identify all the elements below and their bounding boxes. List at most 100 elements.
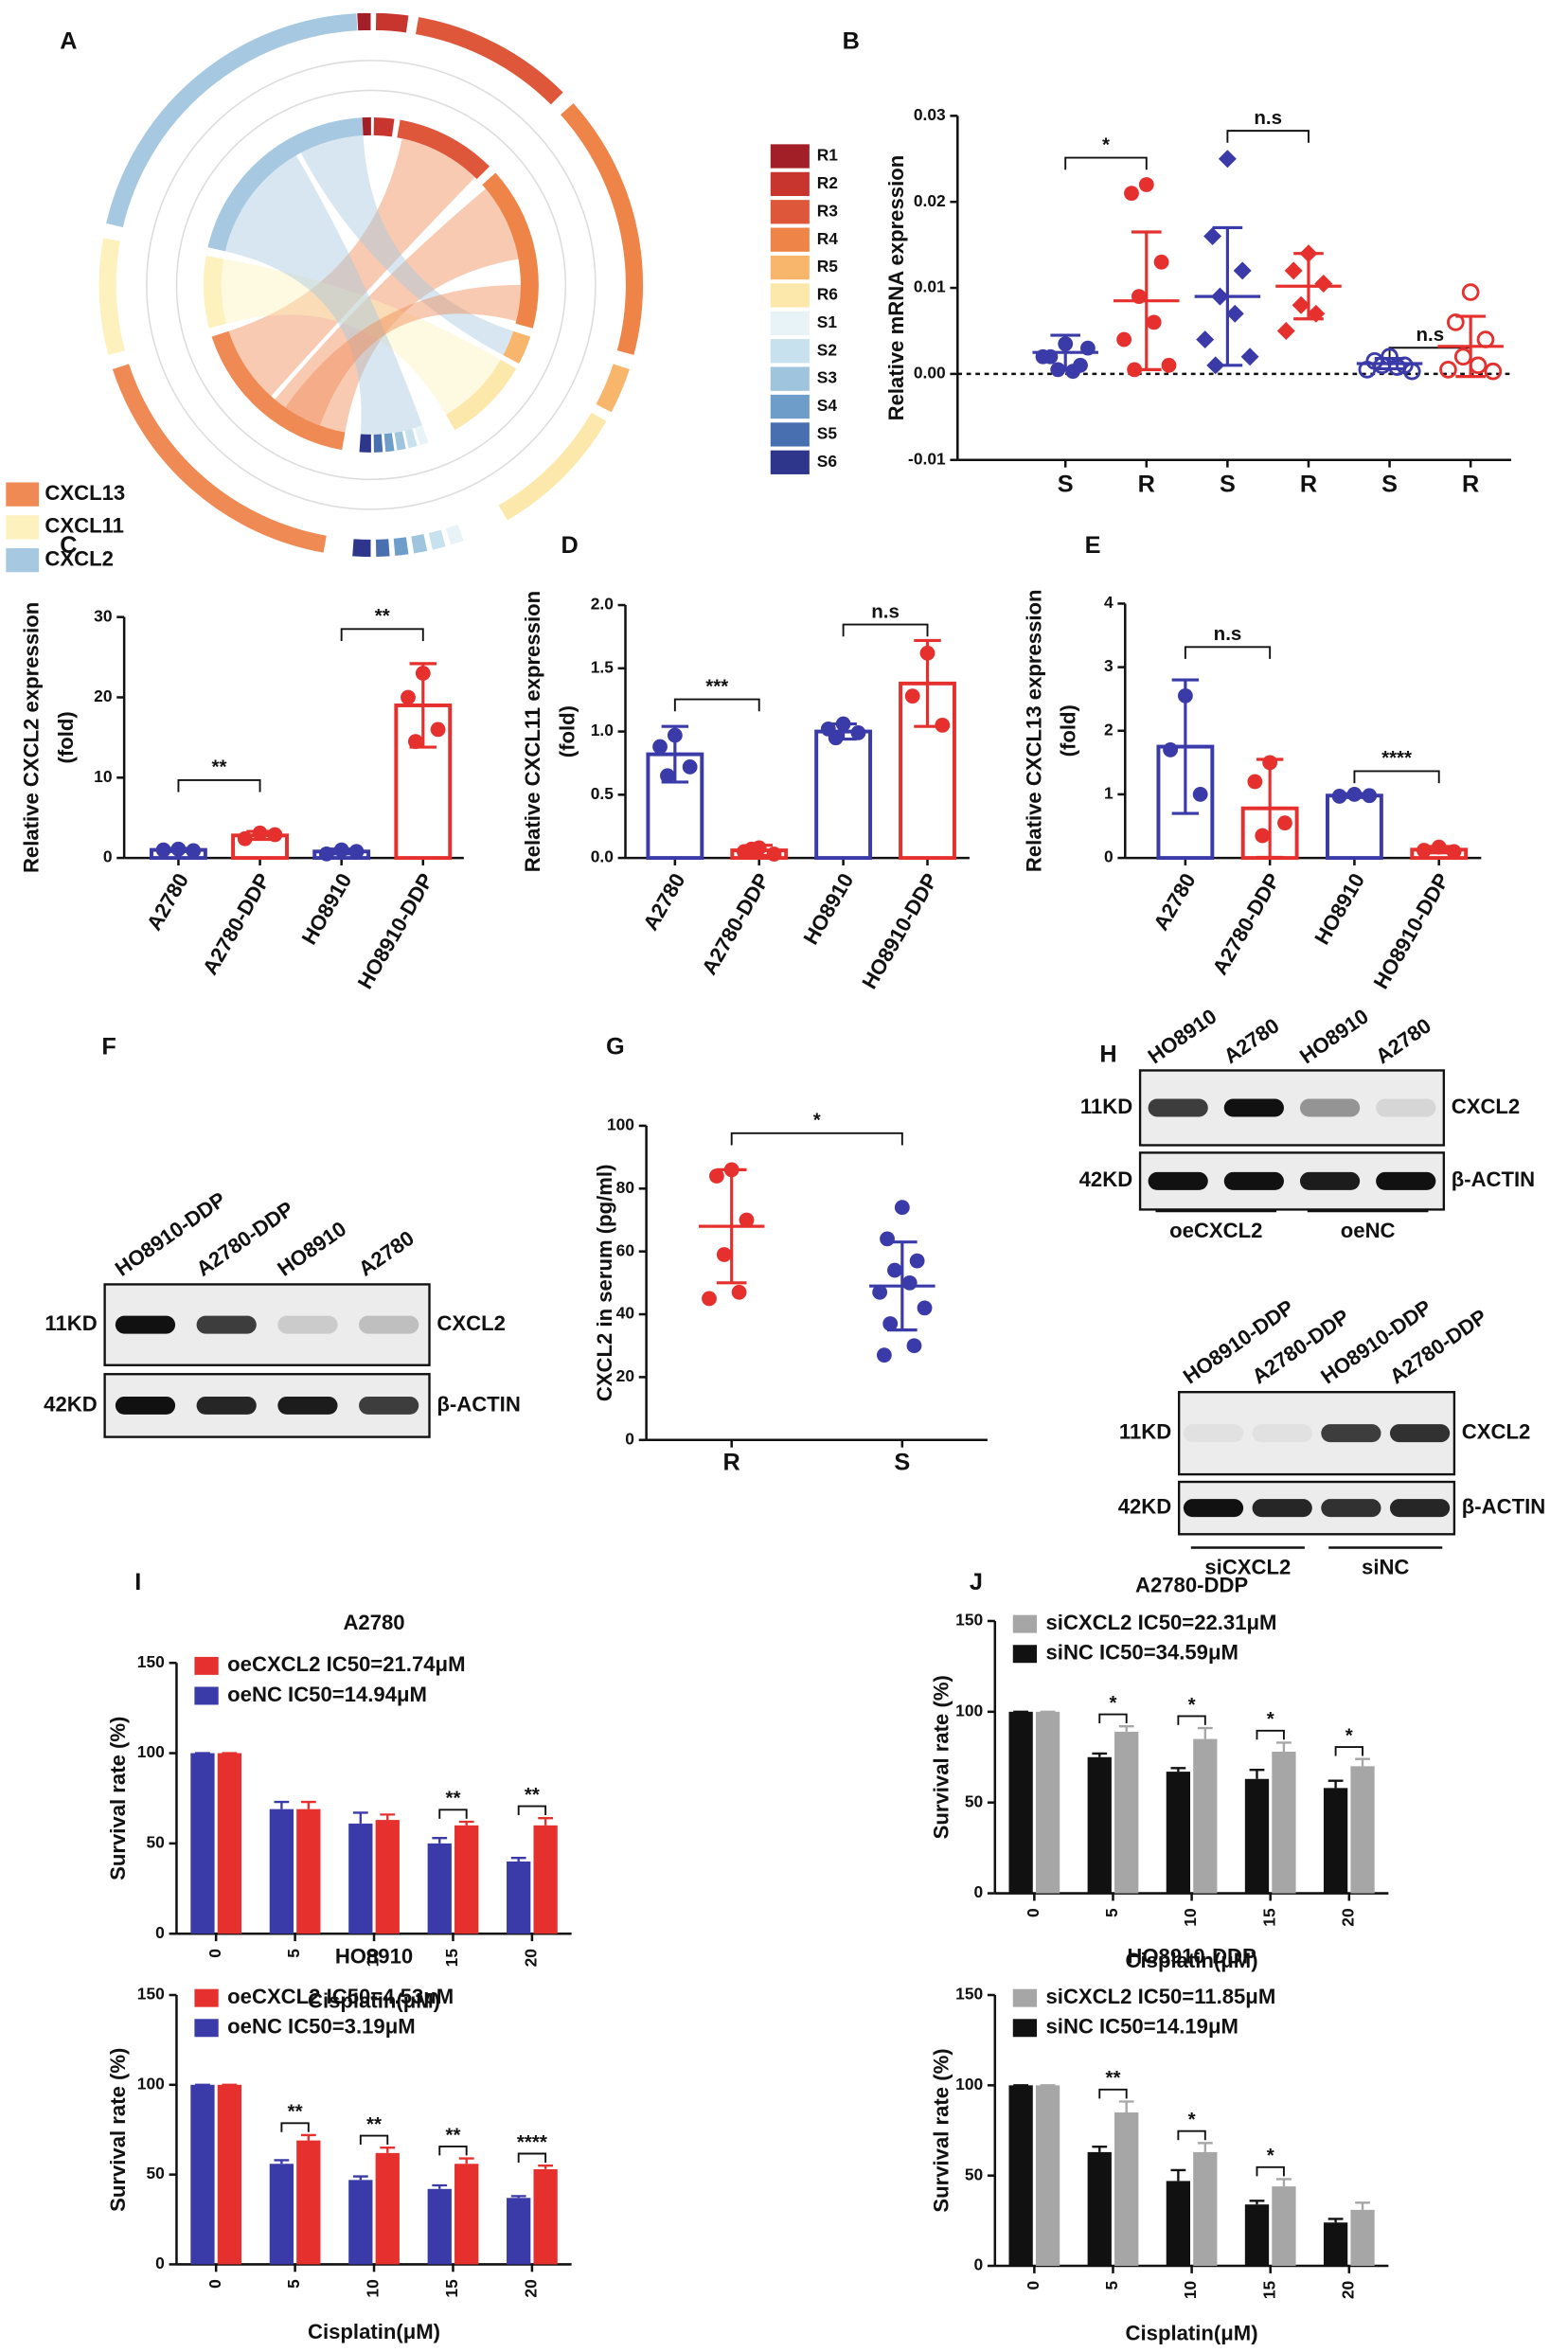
significance-bracket	[280, 2122, 310, 2132]
error-bar	[380, 2146, 396, 2153]
legend-swatch	[6, 547, 40, 573]
sample-arc-inner	[373, 434, 383, 453]
significance-label: ****	[517, 2131, 547, 2153]
legend-label: CXCL2	[45, 546, 113, 570]
error-bar	[538, 1816, 554, 1826]
x-tick-label: R	[723, 1450, 740, 1476]
legend-label: CXCL11	[45, 514, 124, 538]
error-bar	[300, 1800, 316, 1809]
bar	[1272, 1752, 1296, 1894]
bar	[217, 1753, 242, 1934]
panel-letter: B	[843, 28, 860, 55]
significance-label: **	[212, 757, 227, 778]
blot-band	[1223, 1171, 1284, 1190]
data-point	[1218, 150, 1237, 169]
data-point	[919, 645, 935, 661]
bar	[1323, 2222, 1348, 2267]
panel-letter: D	[561, 532, 579, 559]
bar	[427, 2188, 452, 2265]
error-bar	[1276, 1741, 1292, 1753]
x-tick-label: 20	[521, 2279, 540, 2297]
legend-label: siNC IC50=34.59μM	[1046, 1641, 1238, 1665]
x-tick-label: S	[1220, 471, 1236, 497]
significance-label: **	[445, 1788, 460, 1809]
y-tick-label: 0	[625, 1429, 634, 1448]
blot-band	[196, 1315, 257, 1334]
data-point	[708, 1168, 724, 1184]
y-tick-label: 50	[146, 2164, 164, 2183]
x-tick-label: A2780-DDP	[198, 869, 275, 979]
data-point	[1233, 261, 1252, 280]
x-tick-label: R	[1138, 471, 1155, 497]
blot-band	[1321, 1499, 1381, 1518]
error-bar	[510, 2195, 526, 2199]
bar	[454, 1825, 479, 1934]
bar	[1114, 1731, 1139, 1894]
y-tick-label: 100	[955, 2075, 983, 2094]
bar	[1035, 1711, 1060, 1894]
gene-arc-inner	[207, 117, 364, 252]
data-point	[739, 1212, 755, 1228]
data-point	[894, 1200, 910, 1216]
y-tick-label: 0.00	[914, 364, 946, 383]
significance-label: **	[375, 605, 390, 627]
legend-swatch	[770, 200, 810, 224]
significance-label: *	[1345, 1724, 1353, 1746]
sample-arc-inner	[383, 433, 395, 453]
blot-band	[1148, 1171, 1208, 1190]
gene-arc	[111, 363, 328, 554]
blot-band	[1389, 1424, 1451, 1443]
bar	[1350, 2209, 1375, 2267]
y-tick-label: 1.5	[591, 657, 614, 676]
chord-ribbon	[300, 135, 514, 356]
significance-bracket	[1177, 1715, 1206, 1725]
y-tick-label: 10	[94, 767, 112, 786]
significance-bracket	[730, 1131, 903, 1146]
sample-arc-inner	[445, 359, 517, 431]
bar	[1087, 1756, 1112, 1894]
protein-label: β-ACTIN	[1452, 1167, 1535, 1191]
y-tick-label: 0.5	[591, 784, 614, 803]
panel-letter: F	[101, 1033, 116, 1060]
y-tick-label: 100	[955, 1701, 983, 1719]
band-size: 42KD	[1118, 1495, 1172, 1519]
error-bar	[300, 2133, 316, 2141]
x-tick-label: 0	[1024, 1908, 1042, 1917]
significance-bracket	[1256, 1729, 1285, 1740]
y-axis-label: Relative CXCL2 expression	[20, 602, 44, 873]
error-bar	[458, 2157, 474, 2165]
blot-band	[1299, 1098, 1361, 1117]
y-tick-label: 0.03	[914, 105, 946, 124]
blot-band	[277, 1315, 338, 1334]
sample-arc	[427, 528, 447, 551]
data-point	[1161, 357, 1177, 373]
data-point	[1192, 787, 1208, 802]
chart-title: HO8910	[335, 1944, 413, 1968]
gene-arc-inner	[203, 256, 227, 329]
significance-label: **	[288, 2101, 303, 2123]
y-tick-label: 4	[1104, 593, 1114, 612]
legend-label: S1	[817, 312, 838, 331]
sample-arc-inner	[362, 116, 371, 136]
chart-title: A2780	[343, 1611, 404, 1634]
error-bar	[716, 1167, 747, 1285]
bar	[533, 2168, 558, 2265]
data-point	[1446, 844, 1462, 860]
y-axis-label: (fold)	[555, 705, 579, 757]
legend-swatch	[1012, 2019, 1038, 2038]
guide-ring	[175, 89, 567, 481]
data-point	[880, 1231, 895, 1247]
chord-ribbon	[224, 155, 422, 435]
data-point	[1247, 774, 1263, 790]
blot-band	[115, 1396, 176, 1415]
x-tick-label: 20	[1338, 1908, 1357, 1926]
bar	[507, 1861, 531, 1934]
bar	[348, 2180, 373, 2265]
protein-label: β-ACTIN	[437, 1392, 520, 1416]
lane-label: A2780	[354, 1226, 419, 1281]
data-point	[1138, 177, 1154, 192]
legend-label: CXCL13	[45, 481, 125, 505]
group-label: oeCXCL2	[1169, 1219, 1262, 1242]
legend-swatch	[194, 1656, 219, 1675]
bar	[1166, 2181, 1191, 2267]
